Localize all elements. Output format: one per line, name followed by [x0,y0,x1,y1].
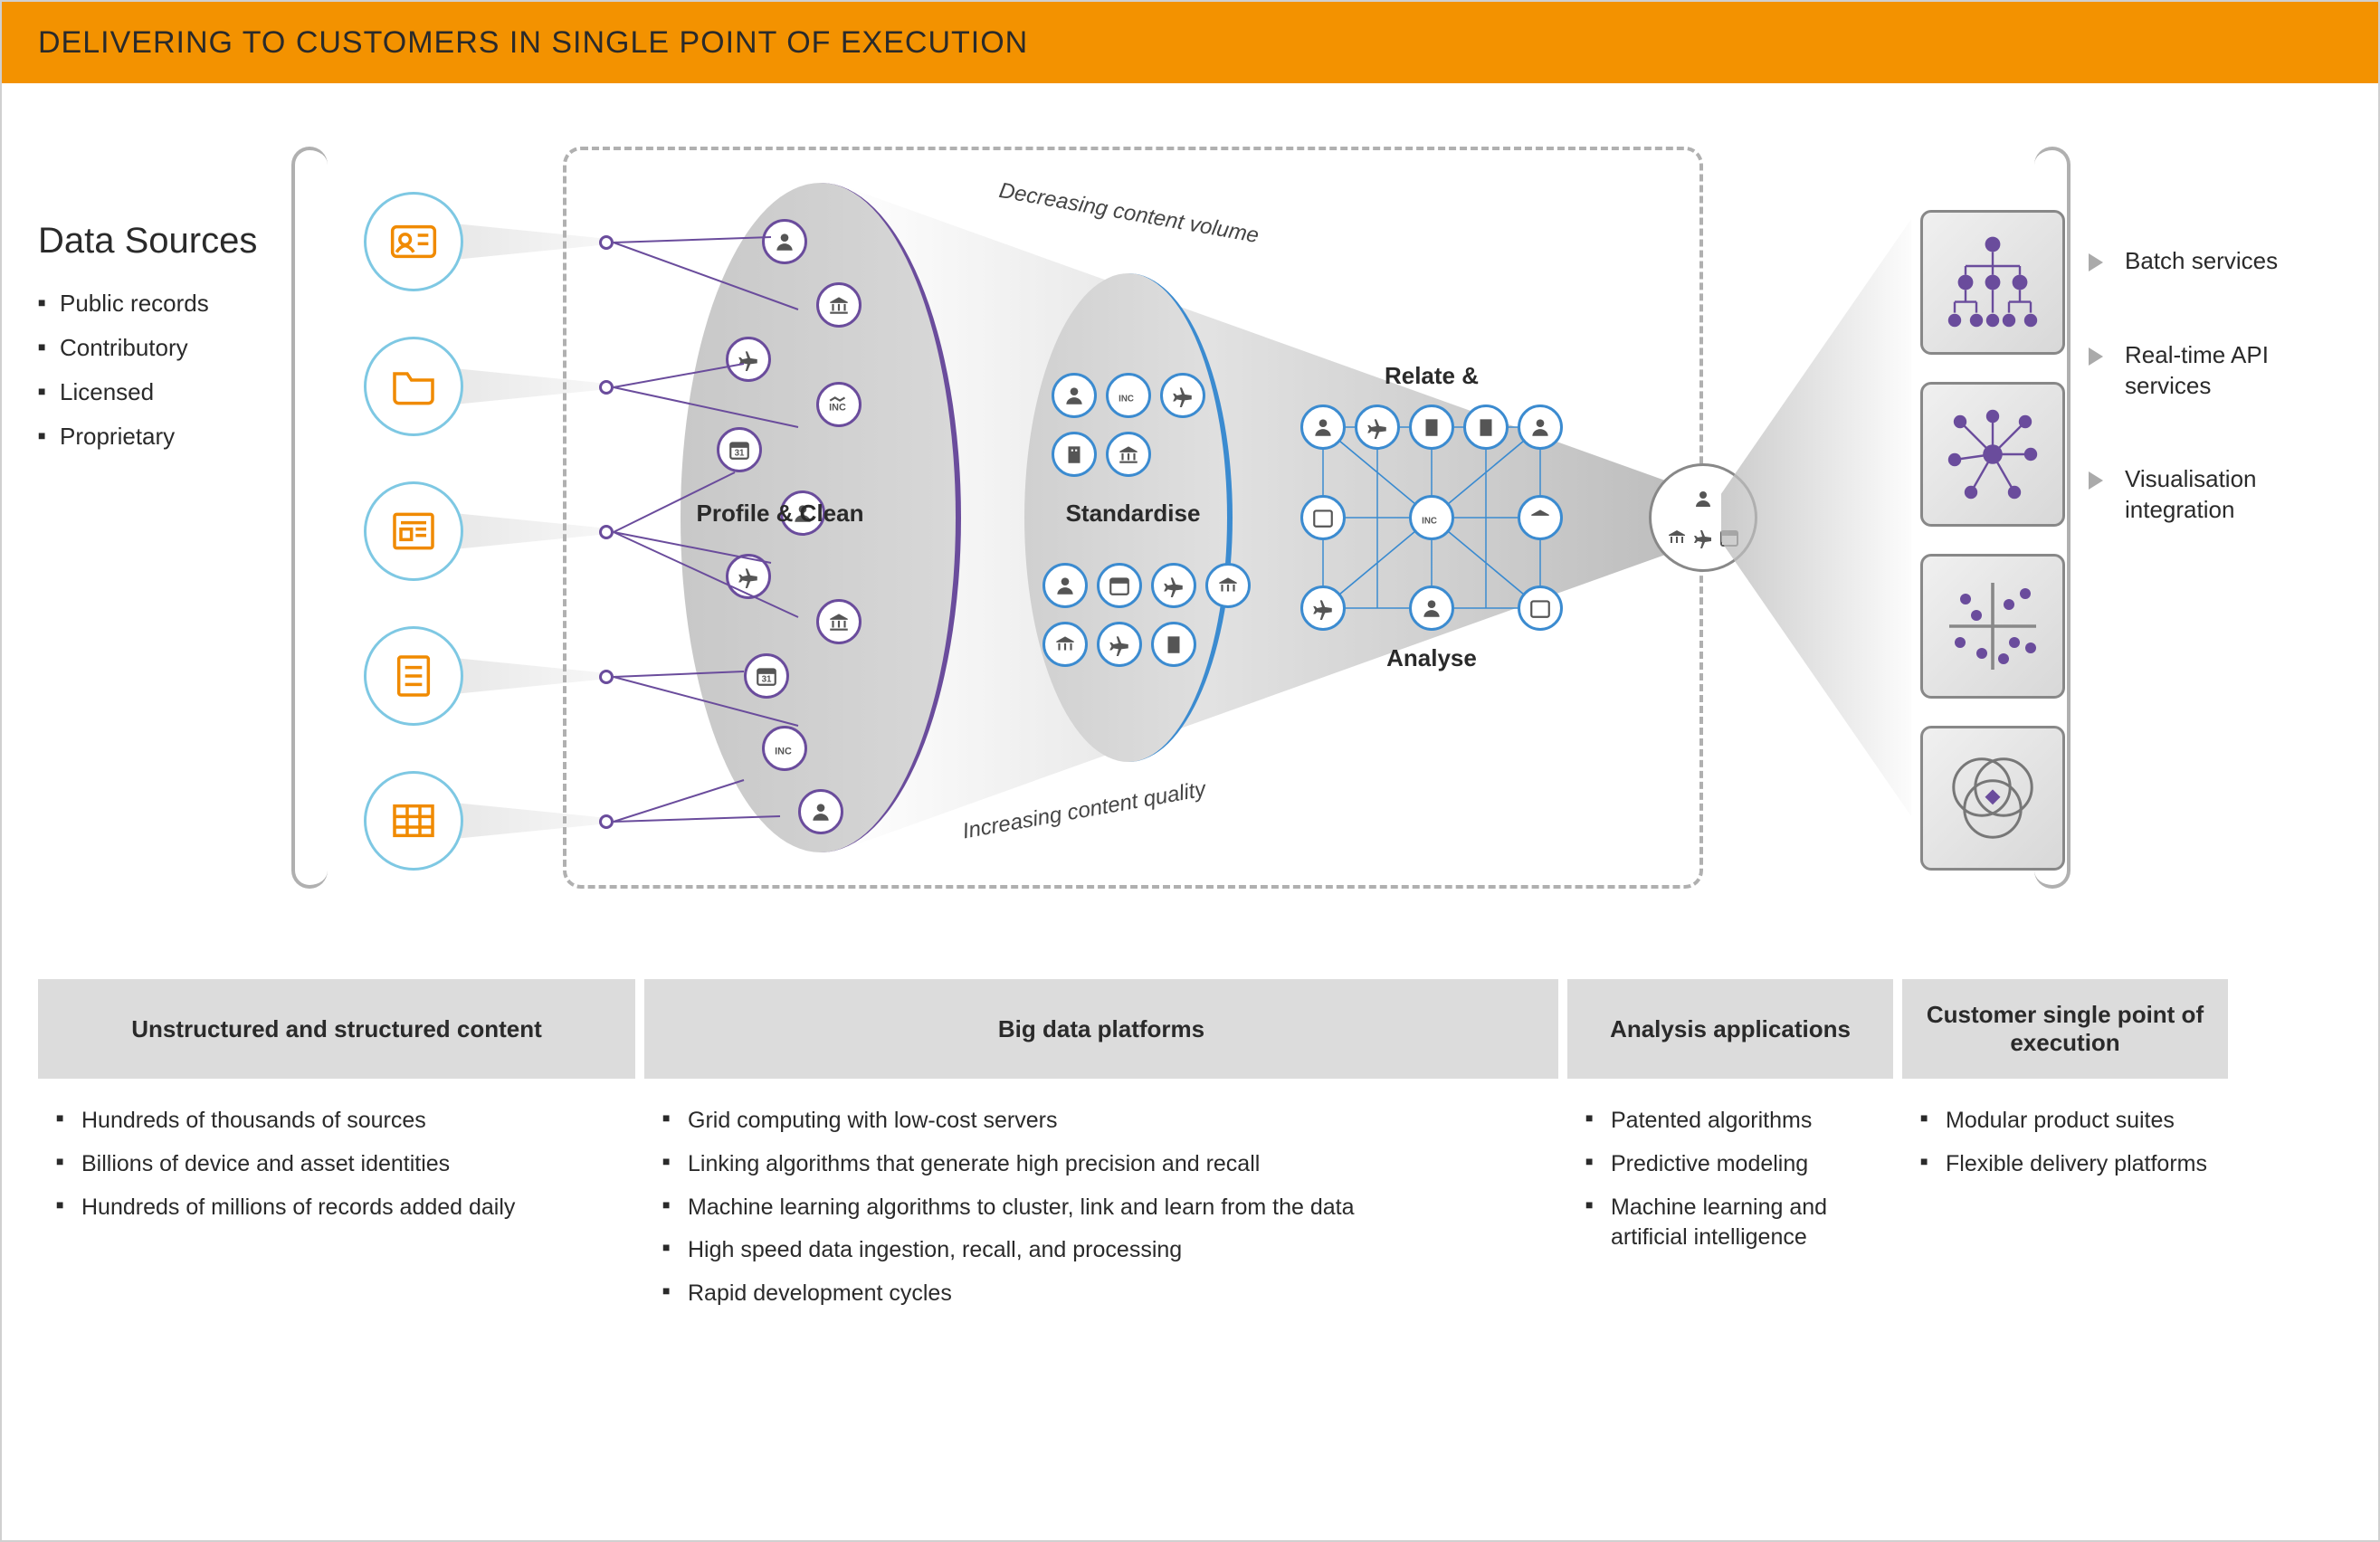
document-icon [364,626,463,726]
calendar-icon [1518,585,1563,631]
column-unstructured: Unstructured and structured content Hund… [38,979,635,1349]
bullet-item: Predictive modeling [1585,1149,1875,1180]
bank-icon [1518,495,1563,540]
delivery-item: Real-time API services [2089,340,2342,402]
output-cone [1721,219,1911,816]
building-icon [1463,405,1509,450]
bullet-item: Machine learning algorithms to cluster, … [662,1193,1540,1223]
stage-label-analyse: Analyse [1341,644,1522,672]
title-bar: DELIVERING TO CUSTOMERS IN SINGLE POINT … [2,2,2378,83]
chart-icon: INC [1409,495,1454,540]
person-icon [1409,585,1454,631]
column-analysis: Analysis applications Patented algorithm… [1567,979,1893,1349]
data-sources-column: Data Sources Public records Contributory… [38,110,309,961]
main-content: Data Sources Public records Contributory… [2,83,2378,1540]
delivery-item: Batch services [2089,246,2342,277]
bullet-item: Linking algorithms that generate high pr… [662,1149,1540,1180]
plane-icon [1692,527,1714,548]
data-source-item: Public records [38,290,309,318]
column-header: Unstructured and structured content [38,979,635,1079]
column-header: Analysis applications [1567,979,1893,1079]
svg-text:INC: INC [1119,395,1134,405]
bank-icon [1666,527,1688,548]
bank-icon [1205,563,1251,608]
person-icon [1692,488,1714,509]
folder-icon [364,337,463,436]
bullet-item: Hundreds of thousands of sources [56,1106,617,1137]
data-source-item: Contributory [38,334,309,362]
bullet-item: Hundreds of millions of records added da… [56,1193,617,1223]
newspaper-icon [364,481,463,581]
table-icon [364,771,463,871]
bank-icon [1042,622,1088,667]
bullet-item: Patented algorithms [1585,1106,1875,1137]
person-icon [1518,405,1563,450]
building-icon [1151,622,1196,667]
plane-icon [1151,563,1196,608]
source-icons [364,192,463,871]
bullet-item: Grid computing with low-cost servers [662,1106,1540,1137]
data-source-item: Proprietary [38,423,309,451]
person-icon [1052,373,1097,418]
svg-text:INC: INC [1422,517,1437,527]
stage-label-relate: Relate & [1341,362,1522,390]
id-card-icon [364,192,463,291]
column-bigdata: Big data platforms Grid computing with l… [644,979,1558,1349]
bullet-item: Machine learning and artificial intellig… [1585,1193,1875,1254]
chart-icon: INC [1106,373,1151,418]
bracket-right [2034,147,2071,889]
calendar-icon [1300,495,1346,540]
network-lines [599,183,871,852]
column-header: Big data platforms [644,979,1558,1079]
building-icon [1052,432,1097,477]
bullet-item: Billions of device and asset identities [56,1149,617,1180]
plane-icon [1355,405,1400,450]
person-icon [1300,405,1346,450]
person-icon [1042,563,1088,608]
diagram-row: Data Sources Public records Contributory… [38,110,2342,961]
feature-columns: Unstructured and structured content Hund… [38,979,2342,1349]
data-sources-list: Public records Contributory Licensed Pro… [38,290,309,451]
column-header: Customer single point of execution [1902,979,2228,1079]
bullet-item: High speed data ingestion, recall, and p… [662,1235,1540,1266]
bullet-item: Rapid development cycles [662,1279,1540,1309]
page-title: DELIVERING TO CUSTOMERS IN SINGLE POINT … [38,25,1028,61]
data-sources-heading: Data Sources [38,219,309,262]
data-source-item: Licensed [38,378,309,406]
delivery-item: Visualisation integration [2089,464,2342,526]
stage-label-standardise: Standardise [1052,500,1214,528]
pipeline-diagram: INC 31 31 INC INC [309,110,2089,961]
plane-icon [1300,585,1346,631]
bullet-item: Flexible delivery platforms [1920,1149,2210,1180]
delivery-column: Batch services Real-time API services Vi… [2089,110,2342,961]
plane-icon [1160,373,1205,418]
bank-icon [1106,432,1151,477]
calendar-icon [1097,563,1142,608]
column-customer: Customer single point of execution Modul… [1902,979,2228,1349]
bullet-item: Modular product suites [1920,1106,2210,1137]
building-icon [1409,405,1454,450]
bracket-left [291,147,328,889]
plane-icon [1097,622,1142,667]
